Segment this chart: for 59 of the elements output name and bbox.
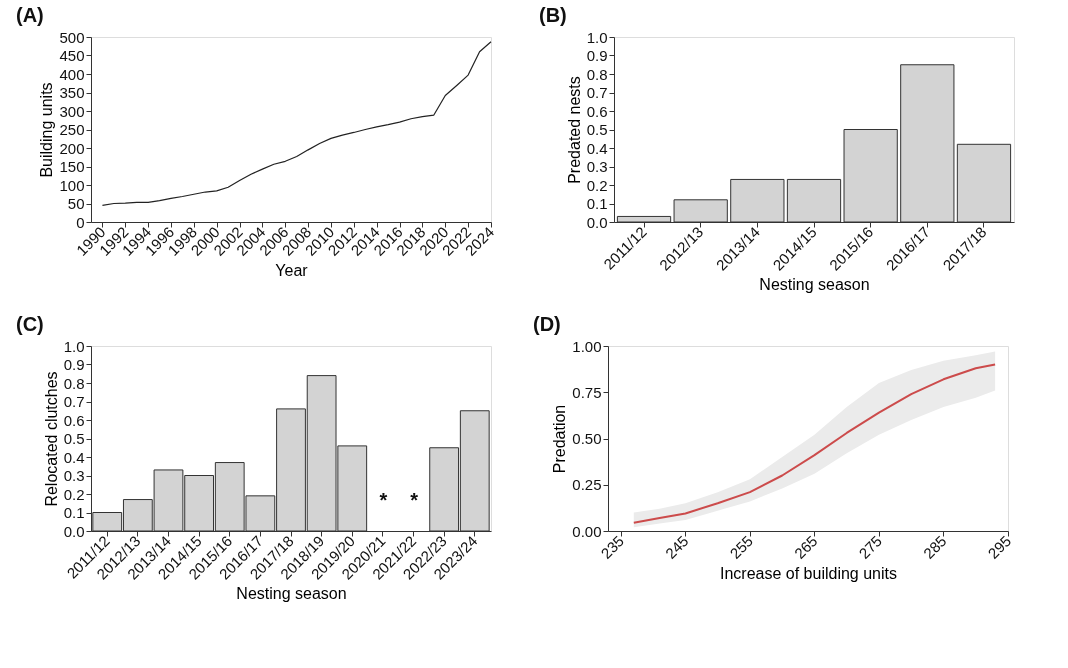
y-tick-label: 0.3 [63, 467, 85, 484]
chart-title: (B) [539, 4, 567, 26]
y-tick-label: 0.3 [586, 158, 608, 175]
y-tick-label: 0.7 [586, 84, 608, 101]
chart-title: (A) [16, 4, 44, 26]
y-tick-label: 250 [59, 121, 85, 138]
y-tick-label: 0.8 [63, 374, 85, 392]
x-tick-label: 275 [855, 532, 886, 562]
y-tick-label: 1.0 [586, 28, 608, 46]
y-tick-label: 0.50 [572, 430, 602, 447]
y-tick-label: 350 [59, 84, 85, 101]
chart-title: (D) [533, 313, 561, 335]
y-tick-label: 0.5 [586, 121, 608, 138]
annotation: * [410, 489, 419, 512]
y-tick-label: 0.0 [586, 213, 608, 231]
y-axis-title: Predation [551, 404, 569, 474]
y-tick-label: 0.9 [586, 47, 608, 64]
x-tick-label: 255 [726, 532, 757, 562]
y-axis-title: Building units [38, 82, 56, 178]
y-tick-label: 0.1 [63, 504, 85, 521]
y-axis-title: Predated nests [565, 76, 583, 184]
y-tick-label: 0.7 [63, 393, 85, 410]
y-tick-label: 0.75 [572, 383, 602, 401]
x-tick-label: 245 [661, 532, 692, 562]
x-axis-title: Increase of building units [720, 564, 897, 582]
x-axis-title: Nesting season [236, 585, 347, 603]
y-tick-label: 0.2 [63, 485, 85, 503]
y-tick-label: 0.9 [63, 356, 85, 373]
y-tick-label: 0.2 [586, 176, 608, 194]
y-tick-label: 0.5 [63, 430, 85, 447]
y-tick-label: 0.00 [572, 522, 602, 540]
x-axis-title: Year [275, 261, 309, 279]
y-tick-label: 0.8 [586, 65, 608, 83]
y-tick-label: 0.6 [586, 102, 608, 120]
x-tick-label: 295 [984, 532, 1015, 562]
y-tick-label: 200 [59, 139, 85, 157]
chart-title: (C) [16, 313, 44, 335]
y-tick-label: 0.1 [586, 195, 608, 212]
annotation: * [379, 489, 388, 512]
y-tick-label: 1.00 [572, 337, 602, 355]
y-tick-label: 0 [76, 213, 85, 231]
y-tick-label: 0.4 [63, 448, 85, 466]
y-tick-label: 300 [59, 102, 85, 120]
y-tick-label: 50 [67, 195, 85, 212]
y-tick-label: 400 [59, 65, 85, 83]
x-tick-label: 285 [919, 532, 950, 562]
y-tick-label: 150 [59, 158, 85, 175]
y-tick-label: 500 [59, 28, 85, 46]
y-tick-label: 0.25 [572, 476, 602, 494]
y-tick-label: 0.6 [63, 411, 85, 429]
y-tick-label: 1.0 [63, 337, 85, 355]
y-tick-label: 0.4 [586, 139, 608, 157]
y-tick-label: 100 [59, 176, 85, 194]
line-series [101, 41, 492, 206]
x-tick-label: 265 [790, 532, 821, 562]
x-axis-title: Nesting season [759, 276, 870, 294]
y-axis-title: Relocated clutches [42, 371, 60, 507]
y-tick-label: 0.0 [63, 522, 85, 540]
y-tick-label: 450 [59, 47, 85, 64]
